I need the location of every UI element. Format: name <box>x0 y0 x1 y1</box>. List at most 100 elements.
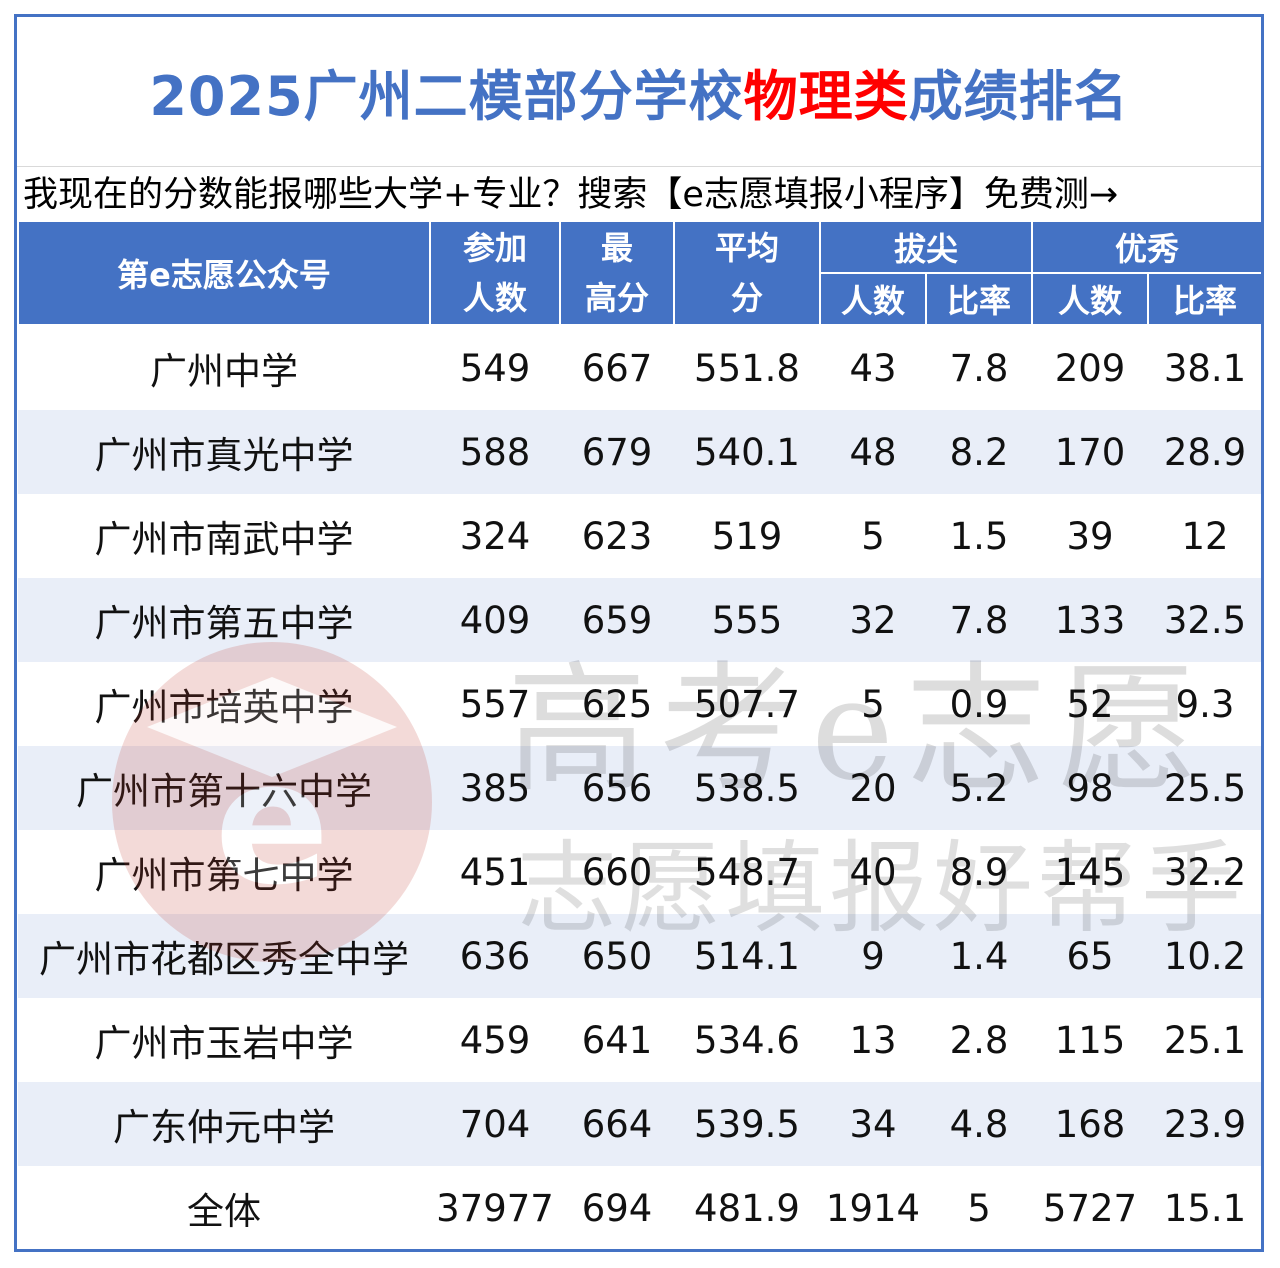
header-top-group: 拔尖 <box>818 220 1034 274</box>
table-row: 广东仲元中学 704 664 539.5 34 4.8 168 23.9 <box>18 1082 1261 1166</box>
header-excellent-count: 人数 <box>1031 272 1150 326</box>
table-row: 广州市南武中学 324 623 519 5 1.5 39 12 <box>18 494 1261 578</box>
participants-cell: 459 <box>459 1018 531 1062</box>
header-top-count: 人数 <box>819 272 927 326</box>
top-rate-cell: 5 <box>967 1186 991 1230</box>
participants-cell: 636 <box>430 914 560 998</box>
participants-cell: 451 <box>459 850 531 894</box>
school-name: 广州市培英中学 <box>94 686 354 729</box>
max-score-cell: 641 <box>581 1018 653 1062</box>
top-count-cell: 32 <box>820 578 926 662</box>
max-score-cell: 625 <box>581 682 653 726</box>
participants-cell: 588 <box>430 410 560 494</box>
max-score-cell: 650 <box>560 914 674 998</box>
table-row-total: 全体 37977 694 481.9 1914 5 5727 15.1 <box>18 1166 1261 1249</box>
table-row: 广州市真光中学 588 679 540.1 48 8.2 170 28.9 <box>18 410 1261 494</box>
excellent-count-cell: 168 <box>1032 1082 1149 1166</box>
avg-score-cell: 540.1 <box>674 410 820 494</box>
participants-cell: 37977 <box>436 1186 554 1230</box>
avg-score-cell: 534.6 <box>694 1018 800 1062</box>
excellent-count-cell: 52 <box>1066 682 1114 726</box>
top-count-cell: 43 <box>849 346 897 390</box>
table-row: 广州市培英中学 557 625 507.7 5 0.9 52 9.3 <box>18 662 1261 746</box>
top-rate-cell: 8.2 <box>926 410 1033 494</box>
excellent-rate-cell: 9.3 <box>1175 682 1235 726</box>
excellent-rate-cell: 28.9 <box>1148 410 1261 494</box>
participants-cell: 324 <box>459 514 531 558</box>
max-score-cell: 664 <box>560 1082 674 1166</box>
participants-cell: 704 <box>430 1082 560 1166</box>
excellent-rate-cell: 23.9 <box>1148 1082 1261 1166</box>
table-row: 广州中学 549 667 551.8 43 7.8 209 38.1 <box>18 325 1261 410</box>
excellent-rate-cell: 10.2 <box>1148 914 1261 998</box>
score-table: 第e志愿公众号 参加 人数 最高分 平均分 拔尖 优秀 人数 比率 人数 比率 <box>17 220 1261 1249</box>
excellent-rate-cell: 15.1 <box>1163 1186 1247 1230</box>
avg-score-cell: 514.1 <box>674 914 820 998</box>
school-name: 广州市第七中学 <box>94 854 354 897</box>
top-count-cell: 5 <box>861 514 885 558</box>
participants-cell: 409 <box>430 578 560 662</box>
top-rate-cell: 2.8 <box>949 1018 1009 1062</box>
school-name: 全体 <box>187 1190 261 1233</box>
school-name: 广州市第五中学 <box>18 578 430 662</box>
top-count-cell: 48 <box>820 410 926 494</box>
avg-score-cell: 548.7 <box>694 850 800 894</box>
excellent-rate-cell: 25.5 <box>1148 746 1261 830</box>
page-title: 2025广州二模部分学校 物理类 成绩排名 <box>17 17 1261 167</box>
avg-score-cell: 538.5 <box>674 746 820 830</box>
avg-score-cell: 555 <box>674 578 820 662</box>
promo-banner: 我现在的分数能报哪些大学+专业？搜索【e志愿填报小程序】免费测→ <box>23 175 1119 215</box>
header-participants: 参加 人数 <box>429 220 561 326</box>
participants-cell: 385 <box>430 746 560 830</box>
participants-cell: 549 <box>459 346 531 390</box>
excellent-count-cell: 5727 <box>1042 1186 1138 1230</box>
excellent-count-cell: 39 <box>1066 514 1114 558</box>
excellent-count-cell: 209 <box>1054 346 1126 390</box>
header-account: 第e志愿公众号 <box>17 220 431 326</box>
participants-cell: 557 <box>459 682 531 726</box>
top-count-cell: 34 <box>820 1082 926 1166</box>
excellent-count-cell: 133 <box>1032 578 1149 662</box>
title-highlight: 物理类 <box>743 65 909 128</box>
school-name: 广州市第十六中学 <box>18 746 430 830</box>
avg-score-cell: 481.9 <box>694 1186 800 1230</box>
max-score-cell: 679 <box>560 410 674 494</box>
table-row: 广州市第五中学 409 659 555 32 7.8 133 32.5 <box>18 578 1261 662</box>
header-excellent-rate: 比率 <box>1147 272 1261 326</box>
excellent-rate-cell: 12 <box>1181 514 1229 558</box>
excellent-rate-cell: 32.5 <box>1148 578 1261 662</box>
excellent-count-cell: 145 <box>1054 850 1126 894</box>
excellent-count-cell: 170 <box>1032 410 1149 494</box>
school-name: 广州市南武中学 <box>94 518 354 561</box>
avg-score-cell: 507.7 <box>694 682 800 726</box>
max-score-cell: 623 <box>581 514 653 558</box>
school-name: 广州中学 <box>150 350 298 393</box>
header-top-rate: 比率 <box>924 272 1034 326</box>
excellent-count-cell: 115 <box>1054 1018 1126 1062</box>
table-row: 广州市玉岩中学 459 641 534.6 13 2.8 115 25.1 <box>18 998 1261 1082</box>
school-name: 广东仲元中学 <box>18 1082 430 1166</box>
excellent-count-cell: 98 <box>1032 746 1149 830</box>
header-excellent-group: 优秀 <box>1031 220 1261 274</box>
excellent-rate-cell: 25.1 <box>1163 1018 1247 1062</box>
school-name: 广州市真光中学 <box>18 410 430 494</box>
top-rate-cell: 7.8 <box>949 346 1009 390</box>
top-rate-cell: 8.9 <box>949 850 1009 894</box>
top-count-cell: 1914 <box>825 1186 921 1230</box>
top-count-cell: 13 <box>849 1018 897 1062</box>
top-rate-cell: 0.9 <box>949 682 1009 726</box>
avg-score-cell: 539.5 <box>674 1082 820 1166</box>
top-rate-cell: 4.8 <box>926 1082 1033 1166</box>
max-score-cell: 667 <box>581 346 653 390</box>
avg-score-cell: 551.8 <box>694 346 800 390</box>
top-count-cell: 5 <box>861 682 885 726</box>
top-rate-cell: 1.4 <box>926 914 1033 998</box>
top-rate-cell: 7.8 <box>926 578 1033 662</box>
table-row: 广州市第十六中学 385 656 538.5 20 5.2 98 25.5 <box>18 746 1261 830</box>
table-row: 广州市花都区秀全中学 636 650 514.1 9 1.4 65 10.2 <box>18 914 1261 998</box>
top-count-cell: 9 <box>820 914 926 998</box>
max-score-cell: 660 <box>581 850 653 894</box>
top-rate-cell: 5.2 <box>926 746 1033 830</box>
title-part1: 2025广州二模部分学校 <box>149 65 744 128</box>
max-score-cell: 656 <box>560 746 674 830</box>
